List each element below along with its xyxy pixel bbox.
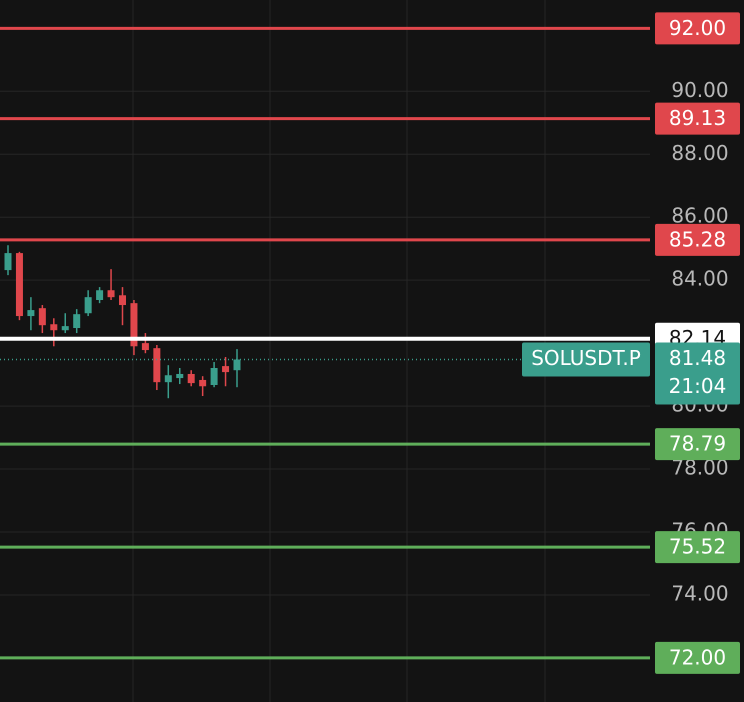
candle-body <box>73 314 81 329</box>
candle-body <box>187 373 195 384</box>
level-label: 85.28 <box>669 227 726 251</box>
level-label-bg <box>655 531 740 564</box>
candle-body <box>233 359 241 371</box>
candle-body <box>96 290 104 301</box>
candle-body <box>210 367 218 385</box>
level-label: 89.13 <box>669 106 726 130</box>
level-label: 72.00 <box>669 645 726 669</box>
y-tick-label: 90.00 <box>671 78 728 102</box>
candle-body <box>50 324 58 331</box>
price-label-bg <box>655 342 740 405</box>
level-label: 78.79 <box>669 432 726 456</box>
candle-body <box>176 373 184 379</box>
y-tick-label: 84.00 <box>671 267 728 291</box>
level-label-bg <box>655 12 740 45</box>
level-label-bg <box>655 223 740 256</box>
symbol-label-bg <box>522 342 650 377</box>
level-label: 92.00 <box>669 16 726 40</box>
price-label: 81.48 <box>669 346 726 370</box>
level-label-bg <box>655 428 740 461</box>
candle-body <box>199 379 207 387</box>
countdown-label: 21:04 <box>669 374 727 398</box>
candle-body <box>130 303 138 347</box>
candle-body <box>38 308 46 326</box>
candle-body <box>141 343 149 351</box>
level-label-bg <box>655 102 740 135</box>
candle-body <box>164 375 172 383</box>
candle-body <box>153 348 161 383</box>
candle-body <box>107 290 115 298</box>
y-tick-label: 88.00 <box>671 141 728 165</box>
candle-body <box>27 310 35 317</box>
y-tick-label: 74.00 <box>671 581 728 605</box>
y-tick-label: 86.00 <box>671 204 728 228</box>
candle-body <box>119 295 126 306</box>
candle-body <box>4 253 12 271</box>
level-label-bg <box>655 641 740 674</box>
candle-body <box>84 297 92 314</box>
symbol-label: SOLUSDT.P <box>531 346 641 370</box>
candle-body <box>15 253 23 317</box>
candle-body <box>222 366 230 373</box>
candle-body <box>61 326 69 331</box>
level-label: 75.52 <box>669 535 726 559</box>
